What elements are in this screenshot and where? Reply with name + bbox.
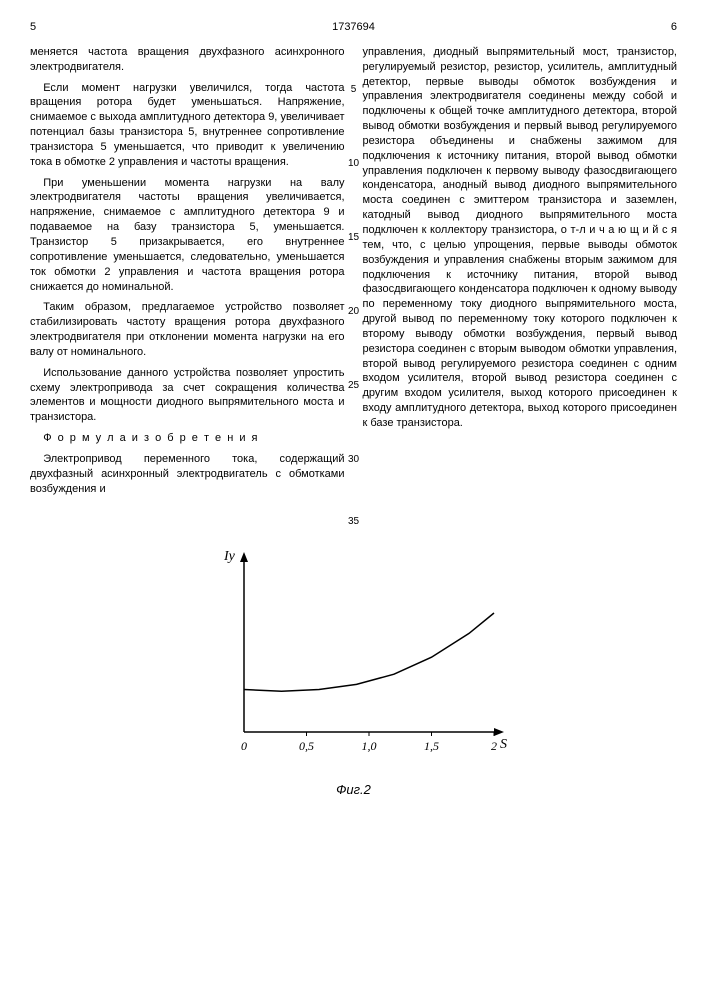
para: меняется частота вращения двухфазного ас… (30, 45, 345, 75)
left-column: меняется частота вращения двухфазного ас… (30, 45, 345, 503)
svg-text:1,5: 1,5 (424, 739, 439, 753)
svg-text:S: S (500, 737, 507, 752)
patent-number: 1737694 (332, 20, 375, 35)
svg-text:2: 2 (491, 739, 497, 753)
chart-svg: Iy S 0 0,5 1,0 1,5 2 (194, 542, 514, 772)
page-left-num: 5 (30, 20, 36, 35)
svg-text:Iy: Iy (223, 549, 236, 564)
para: Электропривод переменного тока, содержащ… (30, 452, 345, 497)
para: Использование данного устройства позволя… (30, 366, 345, 425)
para: управления, диодный выпрямительный мост,… (363, 45, 678, 431)
line-number: 15 (347, 231, 361, 245)
figure-2: Iy S 0 0,5 1,0 1,5 2 Фиг.2 (30, 542, 677, 798)
formula-title: Ф о р м у л а и з о б р е т е н и я (30, 431, 345, 446)
line-number: 35 (347, 515, 361, 529)
svg-text:0: 0 (241, 739, 247, 753)
line-number: 10 (347, 157, 361, 171)
line-number: 25 (347, 379, 361, 393)
para: Таким образом, предлагаемое устройство п… (30, 300, 345, 359)
line-number: 5 (347, 83, 361, 97)
page-right-num: 6 (671, 20, 677, 35)
line-number: 30 (347, 453, 361, 467)
svg-text:0,5: 0,5 (299, 739, 314, 753)
right-column: управления, диодный выпрямительный мост,… (363, 45, 678, 503)
para: При уменьшении момента нагрузки на валу … (30, 176, 345, 295)
para: Если момент нагрузки увеличился, тогда ч… (30, 81, 345, 170)
svg-text:1,0: 1,0 (361, 739, 376, 753)
figure-caption: Фиг.2 (30, 781, 677, 799)
text-columns: меняется частота вращения двухфазного ас… (30, 45, 677, 503)
line-number: 20 (347, 305, 361, 319)
